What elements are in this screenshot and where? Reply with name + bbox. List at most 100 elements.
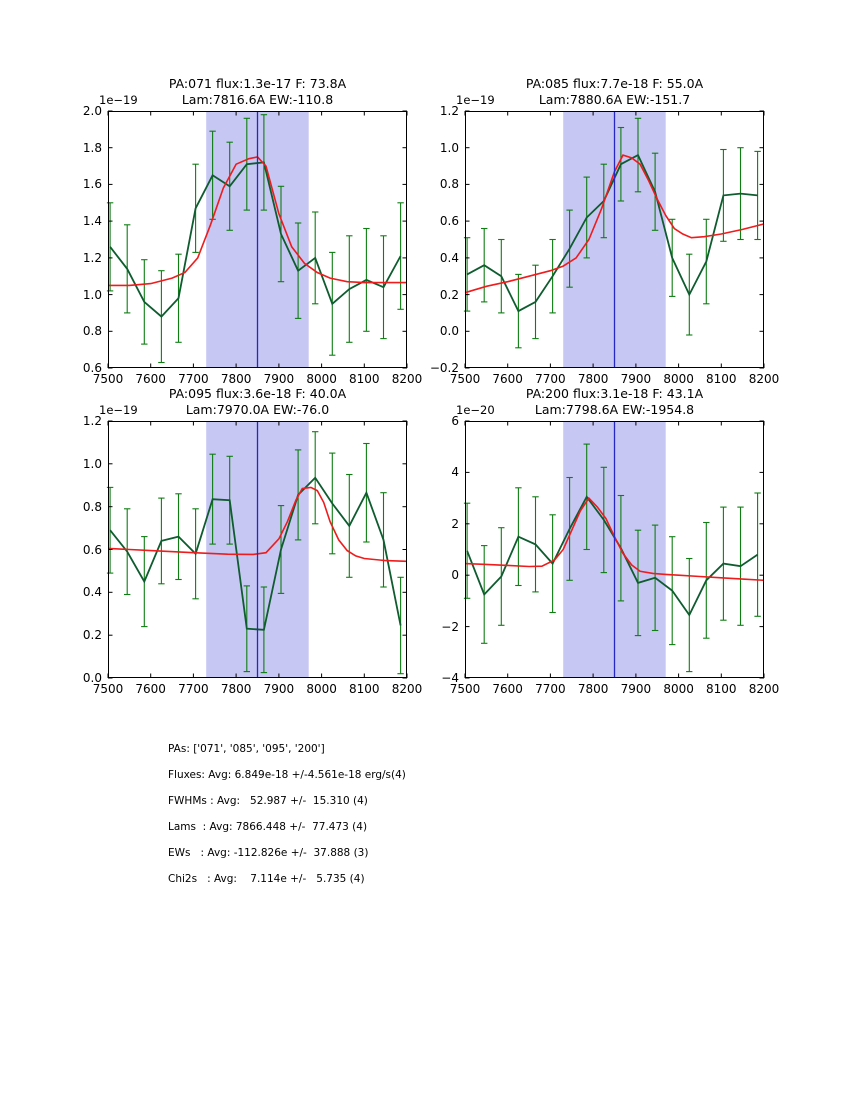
y-tick-label: 0.6 bbox=[82, 361, 102, 375]
x-tick-label: 7600 bbox=[135, 682, 166, 696]
y-axis-offset-label: 1e−19 bbox=[456, 93, 495, 107]
subplot-title-line1: PA:071 flux:1.3e-17 F: 73.8A bbox=[168, 76, 347, 91]
y-tick-label: 1.0 bbox=[82, 456, 102, 471]
x-tick-label: 7800 bbox=[220, 682, 252, 696]
y-tick-label: 0.6 bbox=[82, 542, 102, 557]
x-tick-label: 7600 bbox=[492, 372, 523, 386]
axes-border bbox=[108, 111, 407, 368]
subplot-pa095: PA:095 flux:3.6e-18 F: 40.0A Lam:7970.0A… bbox=[83, 386, 422, 696]
y-tick-label: 0.8 bbox=[82, 324, 102, 339]
y-tick-label: 0.8 bbox=[439, 177, 459, 192]
subplot-pa200: PA:200 flux:3.1e-18 F: 43.1A Lam:7798.6A… bbox=[441, 386, 779, 696]
y-tick-label: 1.0 bbox=[439, 140, 459, 155]
y-tick-label: 1.8 bbox=[82, 140, 102, 155]
subplot-title-line2: Lam:7880.6A EW:-151.7 bbox=[538, 92, 691, 107]
y-tick-label: 0.8 bbox=[82, 499, 102, 514]
axes-plot-area bbox=[106, 110, 408, 369]
y-tick-label: 0.2 bbox=[82, 628, 102, 643]
x-tick-label: 8100 bbox=[706, 372, 737, 386]
x-tick-label: 7900 bbox=[620, 682, 652, 696]
y-tick-label: 1.2 bbox=[439, 104, 459, 118]
subplot-pa071: PA:071 flux:1.3e-17 F: 73.8A Lam:7816.6A… bbox=[83, 76, 422, 386]
x-tick-label: 8000 bbox=[306, 372, 337, 386]
summary-line-chi2s: Chi2s : Avg: 7.114e +/- 5.735 (4) bbox=[168, 873, 365, 885]
axes-plot-area bbox=[463, 110, 765, 369]
axes-plot-area bbox=[106, 420, 408, 679]
x-tick-label: 7700 bbox=[535, 682, 566, 696]
x-tick-label: 8100 bbox=[706, 682, 737, 696]
x-tick-label: 7600 bbox=[492, 682, 523, 696]
y-tick-label: 1.2 bbox=[82, 250, 102, 265]
gaussian-fit-line bbox=[464, 154, 765, 294]
subplot-title: PA:085 flux:7.7e-18 F: 55.0A Lam:7880.6A… bbox=[395, 76, 834, 108]
x-tick-label: 7900 bbox=[620, 372, 652, 386]
y-tick-label: 2.0 bbox=[82, 104, 102, 118]
x-tick-label: 7800 bbox=[577, 372, 609, 386]
x-tick-label: 8000 bbox=[663, 682, 694, 696]
spectrum-data-line bbox=[466, 153, 758, 313]
x-tick-label: 7700 bbox=[178, 372, 209, 386]
x-tick-label: 8000 bbox=[663, 372, 694, 386]
spectrum-data-line bbox=[109, 161, 402, 318]
subplot-title-line2: Lam:7816.6A EW:-110.8 bbox=[181, 92, 334, 107]
subplot-title-line2: Lam:7970.0A EW:-76.0 bbox=[185, 402, 330, 417]
y-tick-label: 0.0 bbox=[82, 671, 102, 685]
y-tick-label: 0.6 bbox=[439, 214, 459, 229]
y-tick-label: 4 bbox=[451, 465, 459, 480]
x-tick-label: 7800 bbox=[220, 372, 252, 386]
x-tick-label: 8200 bbox=[748, 372, 780, 386]
summary-line-pas: PAs: ['071', '085', '095', '200'] bbox=[168, 743, 325, 755]
x-tick-label: 7900 bbox=[263, 372, 295, 386]
axes-border bbox=[465, 421, 764, 678]
axes-border bbox=[465, 111, 764, 368]
x-tick-label: 8100 bbox=[349, 372, 380, 386]
x-tick-label: 8100 bbox=[349, 682, 380, 696]
y-tick-label: −4 bbox=[441, 671, 459, 685]
y-axis-offset-label: 1e−20 bbox=[456, 403, 495, 417]
y-tick-label: 0 bbox=[451, 568, 459, 583]
y-tick-label: 0.2 bbox=[439, 287, 459, 302]
subplot-pa085: PA:085 flux:7.7e-18 F: 55.0A Lam:7880.6A… bbox=[430, 76, 779, 386]
x-tick-label: 8200 bbox=[748, 682, 780, 696]
y-axis-offset-label: 1e−19 bbox=[99, 93, 138, 107]
x-tick-label: 7600 bbox=[135, 372, 166, 386]
y-axis-offset-label: 1e−19 bbox=[99, 403, 138, 417]
axes-plot-area bbox=[463, 420, 765, 679]
x-tick-label: 7700 bbox=[535, 372, 566, 386]
y-tick-label: 0.0 bbox=[439, 324, 459, 339]
summary-line-fwhms: FWHMs : Avg: 52.987 +/- 15.310 (4) bbox=[168, 795, 368, 807]
subplot-title-line2: Lam:7798.6A EW:-1954.8 bbox=[534, 402, 695, 417]
x-tick-label: 7500 bbox=[449, 682, 481, 696]
x-tick-label: 8200 bbox=[391, 372, 423, 386]
subplot-title: PA:071 flux:1.3e-17 F: 73.8A Lam:7816.6A… bbox=[38, 76, 477, 108]
y-tick-label: −0.2 bbox=[429, 361, 459, 375]
summary-text-block: PAs: ['071', '085', '095', '200'] Fluxes… bbox=[168, 742, 406, 898]
axes-border bbox=[108, 421, 407, 678]
summary-line-lams: Lams : Avg: 7866.448 +/- 77.473 (4) bbox=[168, 821, 368, 833]
subplot-title-line1: PA:095 flux:3.6e-18 F: 40.0A bbox=[168, 386, 347, 401]
y-tick-label: 6 bbox=[451, 414, 459, 428]
subplot-title: PA:200 flux:3.1e-18 F: 43.1A Lam:7798.6A… bbox=[395, 386, 834, 418]
gaussian-fit-line bbox=[464, 496, 765, 582]
x-tick-label: 8000 bbox=[306, 682, 337, 696]
y-tick-label: 1.0 bbox=[82, 287, 102, 302]
spectrum-data-line bbox=[109, 476, 402, 631]
x-tick-label: 7700 bbox=[178, 682, 209, 696]
x-tick-label: 7900 bbox=[263, 682, 295, 696]
summary-line-ews: EWs : Avg: -112.826e +/- 37.888 (3) bbox=[168, 847, 369, 859]
x-tick-label: 7500 bbox=[92, 372, 124, 386]
subplot-title: PA:095 flux:3.6e-18 F: 40.0A Lam:7970.0A… bbox=[38, 386, 477, 418]
x-tick-label: 8200 bbox=[391, 682, 423, 696]
y-tick-label: 1.2 bbox=[82, 414, 102, 428]
y-tick-label: 1.4 bbox=[82, 214, 102, 229]
subplot-title-line1: PA:200 flux:3.1e-18 F: 43.1A bbox=[525, 386, 704, 401]
x-tick-label: 7500 bbox=[92, 682, 124, 696]
y-tick-label: 1.6 bbox=[82, 177, 102, 192]
subplot-title-line1: PA:085 flux:7.7e-18 F: 55.0A bbox=[525, 76, 704, 91]
y-tick-label: 0.4 bbox=[82, 585, 102, 600]
gaussian-fit-line bbox=[107, 486, 408, 563]
y-tick-label: −2 bbox=[441, 619, 459, 634]
y-tick-label: 2 bbox=[451, 516, 459, 531]
summary-line-fluxes: Fluxes: Avg: 6.849e-18 +/-4.561e-18 erg/… bbox=[168, 769, 406, 781]
